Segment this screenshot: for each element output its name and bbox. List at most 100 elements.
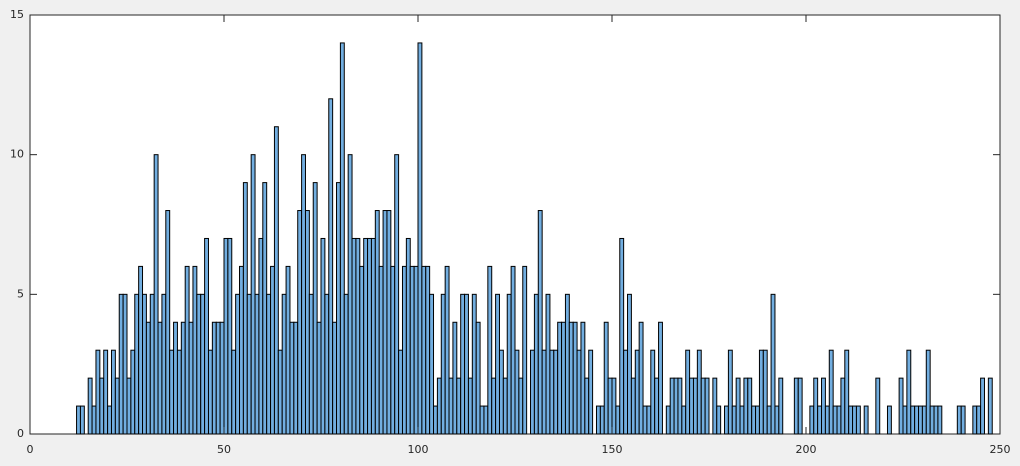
bar [76,405,81,435]
bar [778,377,784,435]
bar [479,405,485,435]
bar [390,265,396,435]
bar [122,293,128,435]
bar [467,377,473,435]
bar [475,321,481,435]
bar [530,349,535,435]
bar [374,210,380,435]
bar [176,349,182,435]
bar [107,405,112,435]
bar [355,237,361,435]
bar [840,377,846,435]
bar [258,237,264,435]
bar [716,405,722,435]
bar [743,377,749,435]
bar [417,42,423,435]
bar [498,349,504,435]
bar [762,349,768,435]
bar [262,182,268,435]
bar [192,265,198,435]
bar [704,377,710,435]
bar [700,377,706,435]
y-tick-label: 10 [10,148,24,161]
bar [370,237,376,435]
bar [925,349,931,435]
bar [378,265,384,435]
bar [165,210,171,435]
bar [747,377,753,435]
bar [339,42,345,435]
bar [646,405,652,435]
bar [735,377,741,435]
bar [250,154,256,435]
bar [673,377,679,435]
bar [483,405,489,435]
bar [138,265,144,435]
y-tick-label: 5 [17,287,24,300]
x-tick-label: 100 [408,443,429,456]
bar [200,293,206,435]
bar [638,321,644,435]
bar [308,293,314,435]
bar [650,349,656,435]
bar [130,349,136,435]
bar [188,321,194,435]
bar [848,405,854,435]
bar [79,405,85,435]
bar [204,237,209,435]
bar [533,293,539,435]
x-tick-label: 50 [217,443,231,456]
bar [603,321,609,435]
bar [328,98,334,435]
bar [444,265,450,435]
bar [898,377,904,435]
bar [491,377,497,435]
bar [875,377,881,435]
bar [929,405,935,435]
bar [169,349,175,435]
bar [401,265,407,435]
bar [235,293,241,435]
bar [568,321,574,435]
bar [793,377,799,435]
bar [398,349,403,435]
bar [211,321,217,435]
x-tick-label: 250 [990,443,1011,456]
bar [312,182,318,435]
bar [774,405,780,435]
x-tick-label: 0 [27,443,34,456]
bar [910,405,916,435]
bar [239,265,244,435]
bar [727,349,733,435]
bar [324,293,330,435]
bar [363,237,369,435]
bar [343,293,349,435]
bar [611,377,617,435]
bar [561,321,566,435]
bar [103,349,109,435]
bar [273,126,279,435]
bar [595,405,601,435]
bar [149,293,155,435]
bar [246,293,252,435]
bar [572,321,578,435]
bar [817,405,823,435]
bar [696,349,702,435]
bar [545,293,551,435]
bar [541,349,547,435]
bar [976,405,982,435]
bar [440,293,446,435]
bar [161,293,167,435]
bar [824,405,830,435]
bar [987,377,993,435]
bar [433,405,438,435]
bar [813,377,819,435]
bar [382,210,388,435]
bar [347,154,353,435]
bar [821,377,826,435]
bar [293,321,299,435]
bar [665,405,671,435]
x-tick-label: 150 [602,443,623,456]
bar [320,237,326,435]
bar [285,265,291,435]
